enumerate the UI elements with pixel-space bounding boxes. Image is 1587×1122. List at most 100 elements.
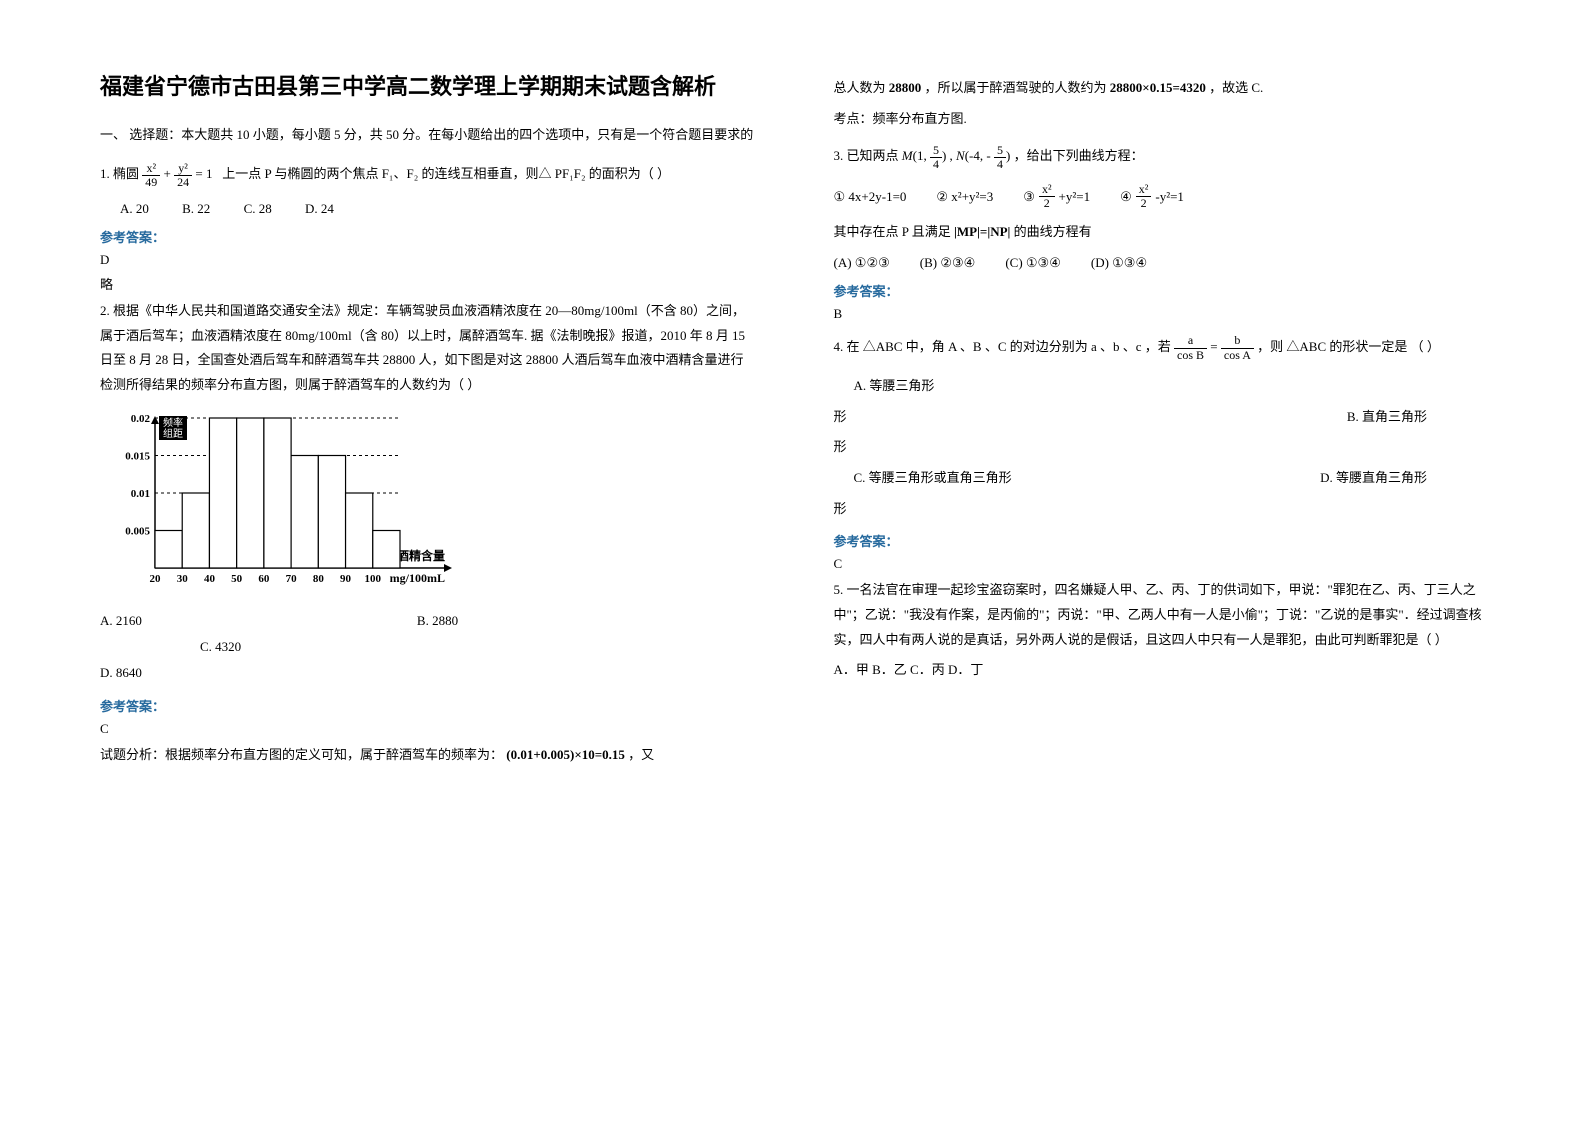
q2-answer-label: 参考答案： (100, 696, 754, 715)
q4-f2-num: b (1221, 334, 1254, 348)
question-2-stem: 2. 根据《中华人民共和国道路交通安全法》规定：车辆驾驶员血液酒精浓度在 20—… (100, 299, 754, 398)
q3-condition: 其中存在点 P 且满足 |MP|=|NP| 的曲线方程有 (834, 220, 1488, 245)
q4-opt-d: D. 等腰直角三角形 (1320, 466, 1427, 491)
q3-c4: ④ x²2 -y²=1 (1120, 183, 1184, 210)
svg-text:40: 40 (204, 573, 216, 585)
q1-frac2: y² 24 (174, 162, 192, 189)
q4-f1-den: cos B (1174, 349, 1207, 362)
q3-opt-b: (B) ②③④ (920, 255, 976, 271)
q4-answer-label: 参考答案： (834, 531, 1488, 550)
q3-cond-b: |MP|=|NP| (954, 224, 1010, 239)
q1-frac1-den: 49 (142, 176, 160, 189)
q1-opt-c: C. 28 (244, 201, 272, 216)
q3-c3-pre: ③ (1023, 189, 1035, 205)
rt-c: ，所以属于醉酒驾驶的人数约为 (925, 80, 1107, 95)
q2-expl-prefix: 试题分析：根据频率分布直方图的定义可知，属于醉酒驾车的频率为： (100, 747, 503, 762)
svg-text:70: 70 (286, 573, 298, 585)
q1-options: A. 20 B. 22 C. 28 D. 24 (120, 201, 754, 217)
histogram-svg: 频率组距酒精含量mg/100mL0.0050.010.0150.02203040… (100, 408, 460, 598)
q4-frac1: a cos B (1174, 334, 1207, 361)
q3-c3-rest: +y²=1 (1059, 189, 1091, 205)
q4-f1-num: a (1174, 334, 1207, 348)
right-column: 总人数为 28800 ，所以属于醉酒驾驶的人数约为 28800×0.15=432… (794, 0, 1587, 1122)
q1-note: 略 (100, 274, 754, 293)
q3-c2: ② x²+y²=3 (936, 189, 993, 205)
svg-text:100: 100 (365, 573, 382, 585)
q1-frac2-num: y² (174, 162, 192, 176)
rt-e: ，故选 C. (1209, 80, 1263, 95)
q2-opt-b: B. 2880 (417, 608, 731, 634)
q3-answer: B (834, 306, 1488, 322)
q2-continuation: 总人数为 28800 ，所以属于醉酒驾驶的人数约为 28800×0.15=432… (834, 76, 1488, 101)
q4-answer: C (834, 556, 1488, 572)
q3-options: (A) ①②③ (B) ②③④ (C) ①③④ (D) ①③④ (834, 255, 1488, 271)
q3-opt-c: (C) ①③④ (1005, 255, 1061, 271)
q1-opt-d: D. 24 (305, 201, 334, 216)
q4-opt-b-row: 形 B. 直角三角形 (834, 405, 1488, 430)
rt-b: 28800 (889, 80, 922, 95)
q4-opt-c: C. 等腰三角形或直角三角形 (854, 470, 1012, 485)
svg-text:mg/100mL: mg/100mL (390, 571, 445, 585)
q3-stem-a: 3. 已知两点 (834, 148, 899, 163)
q2-opt-c: C. 4320 (100, 634, 514, 660)
svg-text:0.015: 0.015 (125, 450, 150, 462)
question-4: 4. 在 △ABC 中，角 A 、B 、C 的对边分别为 a 、b 、c ，若 … (834, 334, 1488, 362)
q3-answer-label: 参考答案： (834, 281, 1488, 300)
q3-stem-b: ，给出下列曲线方程： (1014, 148, 1144, 163)
q3-c4-den: 2 (1136, 197, 1152, 210)
q2-options: A. 2160 B. 2880 C. 4320 D. 8640 (100, 608, 754, 686)
section-header: 一、 选择题：本大题共 10 小题，每小题 5 分，共 50 分。在每小题给出的… (100, 123, 754, 146)
svg-text:酒精含量: 酒精含量 (397, 548, 445, 563)
svg-text:0.005: 0.005 (125, 525, 150, 537)
q1-answer: D (100, 252, 754, 268)
q4-opt-a: A. 等腰三角形 (854, 374, 1488, 399)
svg-text:60: 60 (258, 573, 270, 585)
q3-opt-d: (D) ①③④ (1091, 255, 1147, 271)
q3-c3-den: 2 (1039, 197, 1055, 210)
q2-kaodian: 考点：频率分布直方图. (834, 107, 1488, 132)
svg-text:0.01: 0.01 (131, 488, 150, 500)
q5-options: A．甲 B．乙 C．丙 D．丁 (834, 658, 1488, 683)
q4-eq: = (1210, 339, 1217, 354)
q3-n-frac: 54 (994, 144, 1006, 171)
question-3: 3. 已知两点 M(1, 54) , N(-4, - 54) ，给出下列曲线方程… (834, 143, 1488, 171)
q2-expl-formula: (0.01+0.005)×10=0.15 (506, 747, 625, 762)
svg-text:50: 50 (231, 573, 243, 585)
q3-c1: ① 4x+2y-1=0 (834, 189, 907, 205)
q1-answer-label: 参考答案： (100, 227, 754, 246)
q4-frac2: b cos A (1221, 334, 1254, 361)
q1-stem-suffix: 上一点 P 与椭圆的两个焦点 F₁、F₂ 的连线互相垂直，则△ PF₁F₂ 的面… (222, 166, 670, 181)
q2-opt-d: D. 8640 (100, 660, 361, 686)
q3-curves: ① 4x+2y-1=0 ② x²+y²=3 ③ x²2 +y²=1 ④ x²2 … (834, 183, 1488, 210)
q4-opt-b: B. 直角三角形 (1347, 405, 1427, 430)
q1-opt-b: B. 22 (182, 201, 210, 216)
rt-a: 总人数为 (834, 80, 886, 95)
q4-opt-cd-row: C. 等腰三角形或直角三角形 D. 等腰直角三角形 (834, 466, 1488, 491)
q2-histogram: 频率组距酒精含量mg/100mL0.0050.010.0150.02203040… (100, 408, 754, 598)
q3-cond-a: 其中存在点 P 且满足 (834, 224, 951, 239)
q1-opt-a: A. 20 (120, 201, 149, 216)
q2-expl-suffix: ，又 (628, 747, 654, 762)
q4-opt-b-tail: 形 (834, 435, 1488, 460)
q2-opt-a: A. 2160 (100, 608, 414, 634)
q1-stem-prefix: 1. 椭圆 (100, 166, 139, 181)
q3-c3-num: x² (1039, 183, 1055, 197)
rt-d: 28800×0.15=4320 (1110, 80, 1206, 95)
svg-text:80: 80 (313, 573, 325, 585)
q1-frac1: x² 49 (142, 162, 160, 189)
q3-c4-pre: ④ (1120, 189, 1132, 205)
page-title: 福建省宁德市古田县第三中学高二数学理上学期期末试题含解析 (100, 70, 754, 103)
svg-text:90: 90 (340, 573, 352, 585)
q4-f2-den: cos A (1221, 349, 1254, 362)
question-5-stem: 5. 一名法官在审理一起珍宝盗窃案时，四名嫌疑人甲、乙、丙、丁的供词如下，甲说：… (834, 578, 1488, 652)
q3-m-frac: 54 (930, 144, 942, 171)
question-1: 1. 椭圆 x² 49 + y² 24 = 1 上一点 P 与椭圆的两个焦点 F… (100, 161, 754, 189)
q4-stem-b: ，则 △ABC 的形状一定是 （ ） (1257, 339, 1440, 354)
q1-eq: = 1 (195, 166, 212, 181)
q3-opt-a: (A) ①②③ (834, 255, 890, 271)
q3-c4-rest: -y²=1 (1155, 189, 1184, 205)
q4-stem-a: 4. 在 △ABC 中，角 A 、B 、C 的对边分别为 a 、b 、c ，若 (834, 339, 1171, 354)
q1-frac1-num: x² (142, 162, 160, 176)
left-column: 福建省宁德市古田县第三中学高二数学理上学期期末试题含解析 一、 选择题：本大题共… (0, 0, 794, 1122)
q4-opt-d-tail: 形 (834, 497, 1488, 522)
